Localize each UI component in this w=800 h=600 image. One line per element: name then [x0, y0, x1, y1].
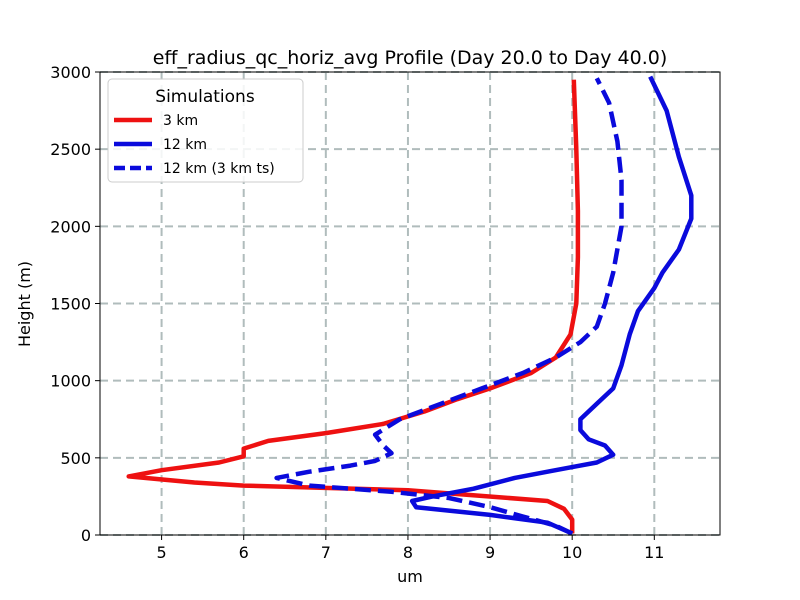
x-tick-label: 11: [644, 543, 664, 562]
y-axis-label: Height (m): [15, 261, 34, 347]
x-tick-label: 10: [562, 543, 582, 562]
ticks: 5 6 7 8 9 10 11 0 500 1000 1500 2000 2500 3000: [50, 63, 664, 562]
y-tick-label: 2500: [50, 140, 91, 159]
y-tick-label: 0: [81, 526, 91, 545]
x-tick-label: 6: [239, 543, 249, 562]
x-axis-label: um: [397, 567, 423, 586]
x-tick-label: 5: [156, 543, 166, 562]
y-tick-label: 1000: [50, 372, 91, 391]
legend-title: Simulations: [155, 87, 255, 107]
legend-label-2: 12 km (3 km ts): [163, 161, 275, 177]
series-layer: [126, 75, 694, 536]
series-line-1: [409, 75, 694, 536]
series-line-2: [274, 77, 624, 536]
x-tick-label: 8: [403, 543, 413, 562]
legend-box: [107, 78, 304, 183]
x-tick-label: 7: [321, 543, 331, 562]
y-tick-label: 2000: [50, 217, 91, 236]
legend-label-0: 3 km: [163, 113, 198, 129]
legend: Simulations 3 km 12 km 12 km (3 km ts): [107, 78, 304, 183]
y-tick-label: 500: [60, 449, 91, 468]
x-tick-label: 9: [485, 543, 495, 562]
chart-title: eff_radius_qc_horiz_avg Profile (Day 20.…: [153, 47, 668, 69]
y-tick-label: 1500: [50, 295, 91, 314]
legend-label-1: 12 km: [163, 137, 207, 153]
legend-entries: 3 km 12 km 12 km (3 km ts): [114, 113, 275, 177]
y-tick-label: 3000: [50, 63, 91, 82]
